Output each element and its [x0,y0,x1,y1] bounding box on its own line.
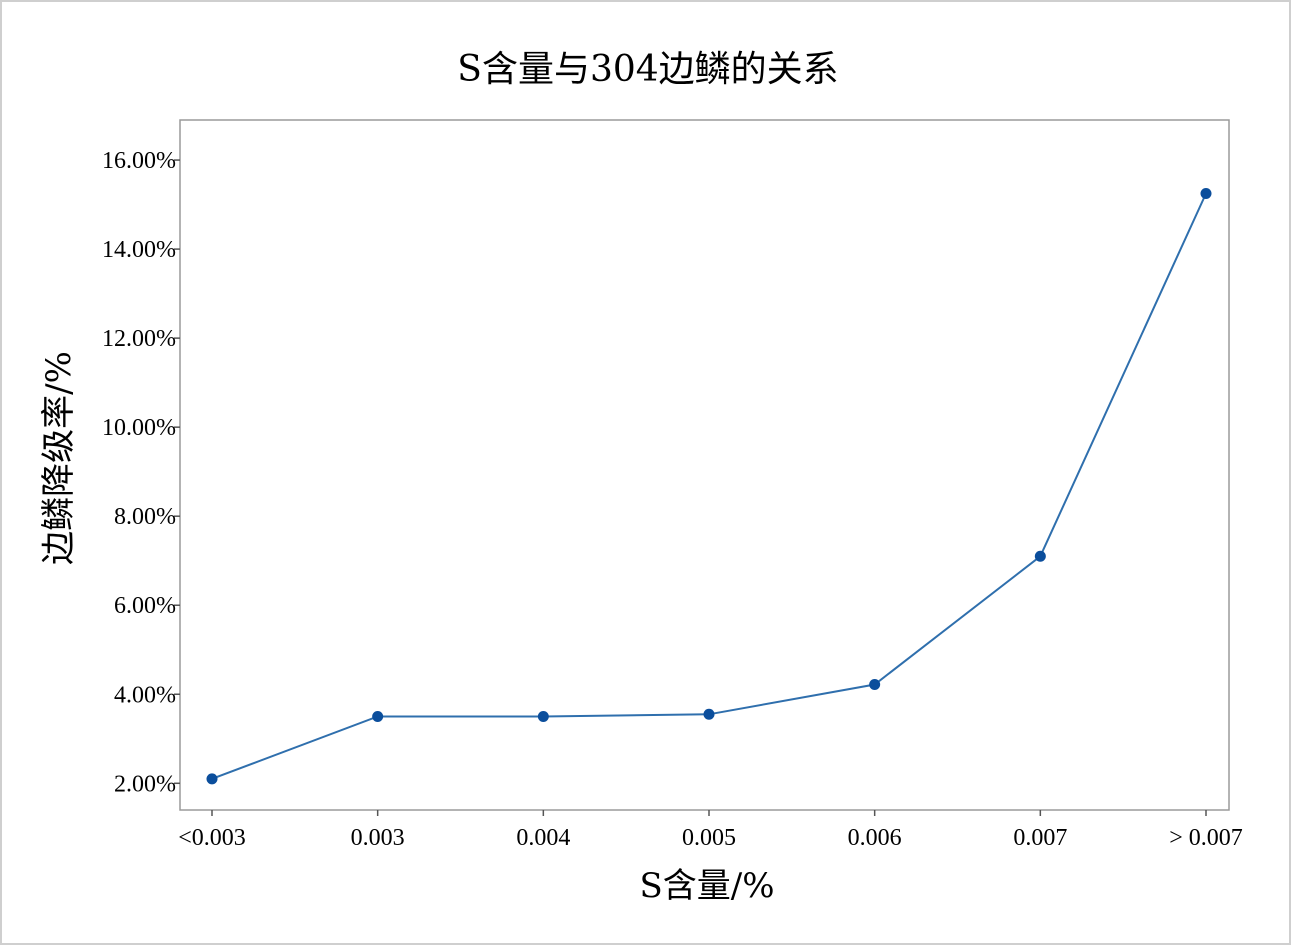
series-line [211,193,1207,780]
y-tick-label: 12.00% [102,326,176,352]
x-tick-label: 0.003 [351,825,405,851]
x-tick-label: > 0.007 [1169,825,1243,851]
data-point [537,711,549,723]
x-tick-label: 0.007 [1013,825,1067,851]
x-tick-label: 0.006 [848,825,902,851]
x-tick-label: 0.004 [516,825,570,851]
data-point [869,678,881,690]
chart-title: S含量与304边鳞的关系 [457,49,838,90]
y-axis-label: 边鳞降级率/% [39,351,79,565]
y-tick-label: 10.00% [102,415,176,441]
x-tick-label: <0.003 [178,825,246,851]
data-point [206,773,218,785]
data-point [703,708,715,720]
y-tick-label: 6.00% [114,593,176,619]
data-point [1034,550,1046,562]
data-point [372,711,384,723]
y-tick-label: 14.00% [102,237,176,263]
plot-area [179,119,1230,811]
y-axis: 2.00% 4.00% 6.00% 8.00% 10.00% 12.00% 14.00% 16… [102,148,180,797]
x-axis: <0.003 0.003 0.004 0.005 0.006 0.007 > 0.007 [178,810,1243,851]
x-tick-label: 0.005 [682,825,736,851]
data-point [1200,187,1212,199]
y-tick-label: 8.00% [114,504,176,530]
y-tick-label: 2.00% [114,771,176,797]
x-axis-label: S含量/% [639,866,774,906]
y-tick-label: 16.00% [102,148,176,174]
series-markers [206,187,1212,785]
y-tick-label: 4.00% [114,682,176,708]
